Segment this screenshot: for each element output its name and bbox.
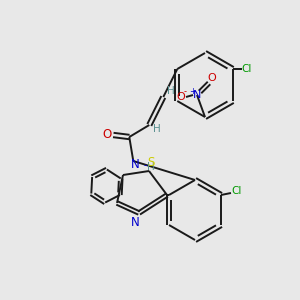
Text: +: + [190,88,196,97]
Text: H: H [167,86,175,96]
Text: O: O [208,73,216,83]
Text: H: H [153,124,161,134]
Text: Cl: Cl [242,64,252,74]
Text: N: N [131,158,140,172]
Text: -: - [143,160,147,170]
Text: Cl: Cl [232,186,242,196]
Text: O: O [103,128,112,142]
Text: -: - [184,88,187,97]
Text: S: S [147,157,155,169]
Text: O: O [177,92,185,102]
Text: H: H [147,162,155,172]
Text: N: N [193,90,201,100]
Text: N: N [130,217,140,230]
